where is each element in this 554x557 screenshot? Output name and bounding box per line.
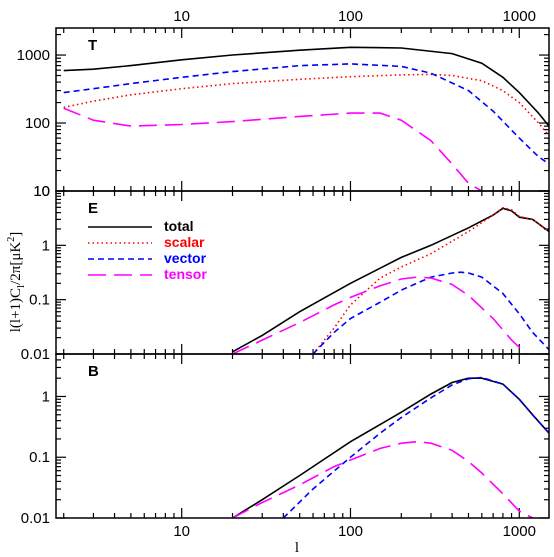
series-scalar-line — [312, 206, 549, 354]
legend-label-vector: vector — [164, 250, 207, 266]
series-total-line — [63, 46, 549, 127]
x-tick-label-bottom: 100 — [338, 523, 363, 540]
panel-frame — [55, 353, 550, 519]
y-tick-label: 0.01 — [21, 510, 50, 527]
x-tick-label-bottom: 1000 — [503, 523, 536, 540]
y-tick-label: 10 — [33, 183, 50, 200]
y-tick-label: 10 — [33, 183, 50, 200]
y-tick-label: 0.1 — [29, 292, 50, 309]
panel-label-E: E — [88, 200, 98, 217]
panel-frame — [55, 190, 550, 355]
panel-T: 10 100 1000 T — [17, 27, 550, 200]
x-tick-label-bottom: 10 — [173, 523, 190, 540]
y-tick-label: 0.01 — [21, 346, 50, 363]
series-vector-line — [63, 63, 549, 165]
panel-label-B: B — [88, 363, 99, 380]
legend-label-total: total — [164, 218, 194, 234]
y-axis-label: l(l+1)Cl/2π[μK2] — [6, 232, 27, 332]
panel-label-T: T — [88, 37, 97, 54]
y-tick-label: 1 — [42, 237, 50, 254]
y-tick-label: 1000 — [17, 47, 50, 64]
legend-label-tensor: tensor — [164, 266, 207, 282]
x-tick-label-top: 1000 — [503, 8, 536, 25]
x-tick-label-top: 10 — [173, 8, 190, 25]
x-axis-label: l — [295, 540, 299, 556]
series-total-line — [232, 377, 549, 518]
panel-frame — [55, 27, 550, 192]
series-total-line — [232, 207, 549, 353]
series-vector-line — [282, 376, 549, 518]
y-tick-label: 100 — [25, 115, 50, 132]
series-tensor-line — [63, 107, 483, 191]
y-tick-label: 1 — [42, 388, 50, 405]
panel-B: 0.01 0.1 1 B — [21, 353, 550, 527]
x-tick-label-top: 100 — [338, 8, 363, 25]
series-tensor-line — [232, 276, 527, 354]
series-tensor-line — [232, 440, 533, 518]
y-tick-label: 0.1 — [29, 449, 50, 466]
legend-label-scalar: scalar — [164, 234, 205, 250]
series-vector-line — [312, 271, 549, 354]
